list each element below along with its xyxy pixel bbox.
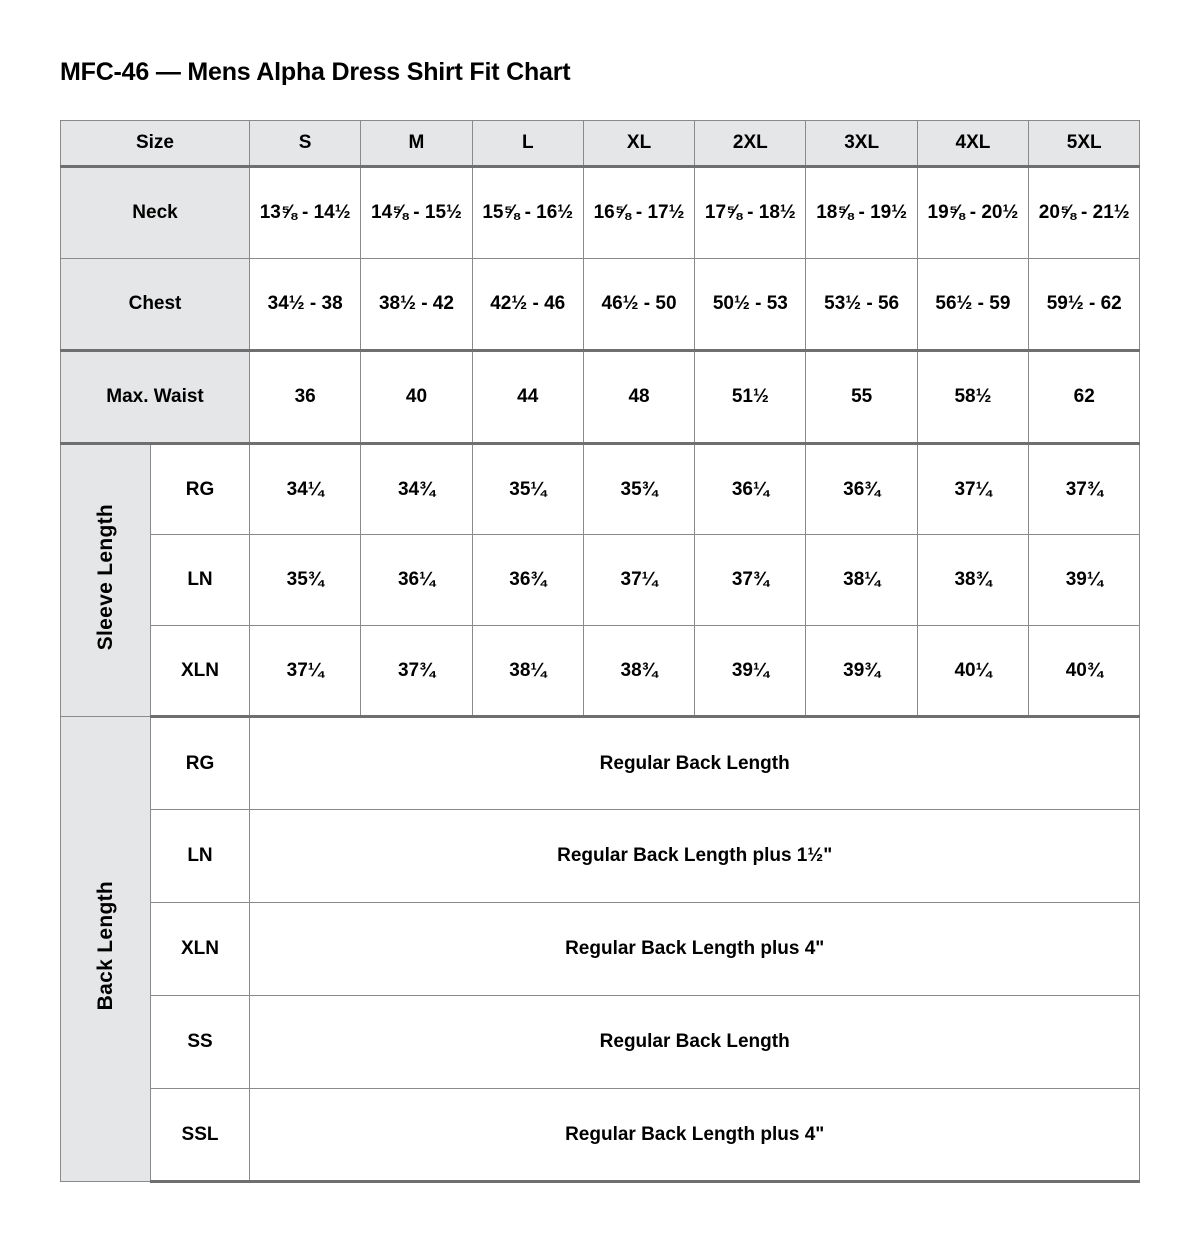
sleeve-ln-4xl: 38¾ <box>916 534 1030 626</box>
header-size-label: Size <box>60 120 250 167</box>
sleeve-xln-m: 37¾ <box>360 625 473 718</box>
back-note-rg: Regular Back Length <box>248 716 1141 810</box>
table-row-back-ln: LN Regular Back Length plus 1½" <box>61 809 1141 903</box>
chest-3xl: 53½ - 56 <box>805 258 918 351</box>
waist-2xl: 51½ <box>694 349 807 445</box>
table-header-row: Size S M L XL 2XL 3XL 4XL 5XL <box>60 120 1141 167</box>
chest-l: 42½ - 46 <box>471 258 584 351</box>
sleeve-xln-3xl: 39¾ <box>805 625 918 718</box>
sleeve-xln-xl: 38¾ <box>582 625 696 718</box>
neck-4xl: 19⅝ - 20½ <box>916 165 1030 259</box>
waist-s: 36 <box>248 349 362 445</box>
sleeve-ln-3xl: 38¼ <box>805 534 918 626</box>
back-code-xln: XLN <box>150 902 250 996</box>
sleeve-xln-5xl: 40¾ <box>1028 625 1141 718</box>
neck-3xl: 18⅝ - 19½ <box>805 165 918 259</box>
chest-xl: 46½ - 50 <box>582 258 696 351</box>
table-row-sleeve-rg: Sleeve Length RG 34¼ 34¾ 35¼ 35¾ 36¼ 36¾… <box>60 443 1141 717</box>
neck-s: 13⅝ - 14½ <box>248 165 362 259</box>
row-label-neck: Neck <box>60 165 250 259</box>
sleeve-code-xln: XLN <box>150 625 250 718</box>
table-row-max-waist: Max. Waist 36 40 44 48 51½ 55 58½ 62 <box>60 349 1141 445</box>
table-row-back-ss: SS Regular Back Length <box>61 995 1141 1089</box>
sleeve-xln-l: 38¼ <box>471 625 584 718</box>
header-size-xl: XL <box>582 120 696 167</box>
neck-2xl: 17⅝ - 18½ <box>694 165 807 259</box>
sleeve-rg-5xl: 37¾ <box>1028 443 1141 535</box>
group-label-sleeve-length: Sleeve Length <box>60 443 151 717</box>
header-size-2xl: 2XL <box>694 120 807 167</box>
neck-5xl: 20⅝ - 21½ <box>1028 165 1141 259</box>
table-row-back-xln: XLN Regular Back Length plus 4" <box>61 902 1141 996</box>
table-row-back-rg: Back Length RG Regular Back Length <box>60 716 1141 1182</box>
size-fit-table: Size S M L XL 2XL 3XL 4XL 5XL Neck 13⅝ -… <box>60 120 1141 1183</box>
row-label-max-waist: Max. Waist <box>60 349 250 445</box>
waist-4xl: 58½ <box>916 349 1030 445</box>
sleeve-ln-2xl: 37¾ <box>694 534 807 626</box>
sleeve-ln-s: 35¾ <box>248 534 362 626</box>
chest-5xl: 59½ - 62 <box>1028 258 1141 351</box>
row-label-chest: Chest <box>60 258 250 351</box>
sleeve-ln-l: 36¾ <box>471 534 584 626</box>
back-code-ssl: SSL <box>150 1088 250 1183</box>
chest-4xl: 56½ - 59 <box>916 258 1030 351</box>
sleeve-rg-s: 34¼ <box>248 443 362 535</box>
sleeve-ln-xl: 37¼ <box>582 534 696 626</box>
table-row-chest: Chest 34½ - 38 38½ - 42 42½ - 46 46½ - 5… <box>60 258 1141 351</box>
back-code-rg: RG <box>150 716 250 810</box>
table-row-back-ssl: SSL Regular Back Length plus 4" <box>61 1088 1141 1183</box>
waist-5xl: 62 <box>1028 349 1141 445</box>
back-note-ln: Regular Back Length plus 1½" <box>248 809 1141 903</box>
group-label-back-length: Back Length <box>60 716 151 1182</box>
sleeve-rg-4xl: 37¼ <box>916 443 1030 535</box>
sleeve-xln-4xl: 40¼ <box>916 625 1030 718</box>
header-size-3xl: 3XL <box>805 120 918 167</box>
header-size-m: M <box>360 120 473 167</box>
waist-m: 40 <box>360 349 473 445</box>
table-row-sleeve-ln: LN 35¾ 36¼ 36¾ 37¼ 37¾ 38¼ 38¾ 39¼ <box>61 534 1141 626</box>
neck-l: 15⅝ - 16½ <box>471 165 584 259</box>
page-title: MFC-46 — Mens Alpha Dress Shirt Fit Char… <box>60 58 571 86</box>
back-code-ln: LN <box>150 809 250 903</box>
header-size-5xl: 5XL <box>1028 120 1141 167</box>
sleeve-rg-m: 34¾ <box>360 443 473 535</box>
header-size-4xl: 4XL <box>916 120 1030 167</box>
header-size-s: S <box>248 120 362 167</box>
chest-m: 38½ - 42 <box>360 258 473 351</box>
back-note-xln: Regular Back Length plus 4" <box>248 902 1141 996</box>
sleeve-rg-2xl: 36¼ <box>694 443 807 535</box>
back-note-ss: Regular Back Length <box>248 995 1141 1089</box>
sleeve-length-text: Sleeve Length <box>93 504 117 651</box>
neck-m: 14⅝ - 15½ <box>360 165 473 259</box>
header-size-l: L <box>471 120 584 167</box>
sleeve-ln-5xl: 39¼ <box>1028 534 1141 626</box>
table-row-sleeve-xln: XLN 37¼ 37¾ 38¼ 38¾ 39¼ 39¾ 40¼ 40¾ <box>61 625 1141 718</box>
sleeve-xln-2xl: 39¼ <box>694 625 807 718</box>
sleeve-xln-s: 37¼ <box>248 625 362 718</box>
chest-s: 34½ - 38 <box>248 258 362 351</box>
table-row-neck: Neck 13⅝ - 14½ 14⅝ - 15½ 15⅝ - 16½ 16⅝ -… <box>60 165 1141 259</box>
neck-xl: 16⅝ - 17½ <box>582 165 696 259</box>
sleeve-rg-3xl: 36¾ <box>805 443 918 535</box>
back-note-ssl: Regular Back Length plus 4" <box>248 1088 1141 1183</box>
sleeve-rg-l: 35¼ <box>471 443 584 535</box>
waist-3xl: 55 <box>805 349 918 445</box>
sleeve-ln-m: 36¼ <box>360 534 473 626</box>
back-code-ss: SS <box>150 995 250 1089</box>
waist-l: 44 <box>471 349 584 445</box>
waist-xl: 48 <box>582 349 696 445</box>
sleeve-rg-xl: 35¾ <box>582 443 696 535</box>
chest-2xl: 50½ - 53 <box>694 258 807 351</box>
back-length-text: Back Length <box>93 881 117 1011</box>
sleeve-code-rg: RG <box>150 443 250 535</box>
sleeve-code-ln: LN <box>150 534 250 626</box>
